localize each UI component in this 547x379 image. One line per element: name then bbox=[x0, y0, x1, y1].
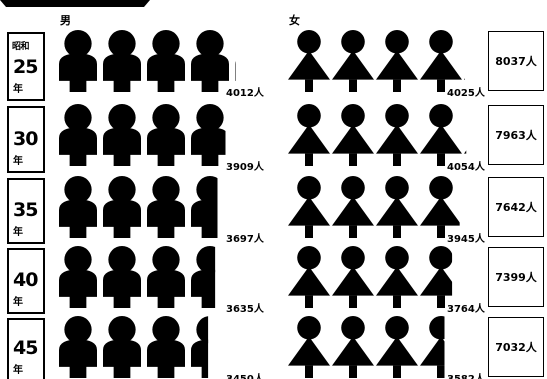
female-icon-25-1 bbox=[332, 30, 374, 92]
female-count-35: 3945人 bbox=[447, 234, 485, 245]
total-box-30: 7963人 bbox=[488, 105, 544, 165]
female-icon-35-0 bbox=[288, 176, 330, 238]
year-number: 40 bbox=[13, 269, 38, 291]
year-suffix: 年 bbox=[13, 365, 23, 376]
year-number: 30 bbox=[13, 128, 38, 150]
year-suffix: 年 bbox=[13, 297, 23, 308]
female-icon-45-2 bbox=[376, 316, 418, 378]
year-label: 25 年 bbox=[13, 58, 43, 96]
male-icon-30-2 bbox=[147, 104, 185, 166]
total-box-40: 7399人 bbox=[488, 247, 544, 307]
female-count-45: 3582人 bbox=[447, 375, 485, 379]
year-cell-30: 30 年 bbox=[7, 106, 45, 173]
female-icon-45-partial bbox=[420, 316, 445, 378]
cut-off-heading bbox=[0, 0, 150, 7]
male-icon-40-0 bbox=[59, 246, 97, 308]
female-icon-45-1 bbox=[332, 316, 374, 378]
female-icon-30-2 bbox=[376, 104, 418, 166]
female-icon-40-0 bbox=[288, 246, 330, 308]
male-icon-45-2 bbox=[147, 316, 185, 378]
male-icon-40-1 bbox=[103, 246, 141, 308]
year-suffix: 年 bbox=[13, 84, 23, 95]
female-icon-40-1 bbox=[332, 246, 374, 308]
male-icon-35-partial bbox=[191, 176, 218, 238]
male-icon-25-partial bbox=[235, 61, 236, 81]
female-icon-45-0 bbox=[288, 316, 330, 378]
total-box-25: 8037人 bbox=[488, 31, 544, 91]
female-column-label: 女 bbox=[289, 14, 300, 27]
year-label: 30 年 bbox=[13, 130, 43, 168]
year-cell-45: 45 年 bbox=[7, 318, 45, 379]
total-box-45: 7032人 bbox=[488, 317, 544, 377]
era-label: 昭和 bbox=[12, 42, 30, 52]
male-count-25: 4012人 bbox=[226, 88, 264, 99]
male-icon-35-2 bbox=[147, 176, 185, 238]
male-icon-45-1 bbox=[103, 316, 141, 378]
female-icon-35-2 bbox=[376, 176, 418, 238]
female-icon-30-partial bbox=[464, 150, 467, 154]
total-box-35: 7642人 bbox=[488, 177, 544, 237]
male-count-35: 3697人 bbox=[226, 234, 264, 245]
male-icon-45-partial bbox=[191, 316, 209, 378]
male-icon-35-0 bbox=[59, 176, 97, 238]
female-count-40: 3764人 bbox=[447, 304, 485, 315]
male-icon-25-2 bbox=[147, 30, 185, 92]
male-icon-45-0 bbox=[59, 316, 97, 378]
male-count-30: 3909人 bbox=[226, 162, 264, 173]
year-cell-40: 40 年 bbox=[7, 248, 45, 314]
male-icon-35-1 bbox=[103, 176, 141, 238]
male-icon-30-0 bbox=[59, 104, 97, 166]
female-icon-40-2 bbox=[376, 246, 418, 308]
male-icon-25-0 bbox=[59, 30, 97, 92]
year-label: 35 年 bbox=[13, 201, 43, 239]
female-count-25: 4025人 bbox=[447, 88, 485, 99]
year-cell-35: 35 年 bbox=[7, 178, 45, 244]
year-suffix: 年 bbox=[13, 227, 23, 238]
female-icon-30-0 bbox=[288, 104, 330, 166]
male-count-40: 3635人 bbox=[226, 304, 264, 315]
male-icon-30-partial bbox=[191, 104, 226, 166]
year-number: 35 bbox=[13, 199, 38, 221]
male-count-45: 3450人 bbox=[226, 375, 264, 379]
year-number: 45 bbox=[13, 337, 38, 359]
female-icon-35-1 bbox=[332, 176, 374, 238]
female-icon-40-partial bbox=[420, 246, 453, 308]
female-icon-25-partial bbox=[464, 78, 466, 80]
female-icon-25-3 bbox=[420, 30, 462, 92]
year-number: 25 bbox=[13, 56, 38, 78]
male-icon-40-partial bbox=[191, 246, 216, 308]
year-cell-25: 昭和 25 年 bbox=[7, 32, 45, 101]
female-icon-25-0 bbox=[288, 30, 330, 92]
female-count-30: 4054人 bbox=[447, 162, 485, 173]
year-label: 45 年 bbox=[13, 339, 43, 377]
female-icon-30-1 bbox=[332, 104, 374, 166]
male-icon-40-2 bbox=[147, 246, 185, 308]
male-icon-25-1 bbox=[103, 30, 141, 92]
male-column-label: 男 bbox=[60, 14, 71, 27]
year-suffix: 年 bbox=[13, 156, 23, 167]
male-icon-25-3 bbox=[191, 30, 229, 92]
female-icon-25-2 bbox=[376, 30, 418, 92]
male-icon-30-1 bbox=[103, 104, 141, 166]
female-icon-35-partial bbox=[420, 176, 460, 238]
female-icon-30-3 bbox=[420, 104, 462, 166]
year-label: 40 年 bbox=[13, 271, 43, 309]
